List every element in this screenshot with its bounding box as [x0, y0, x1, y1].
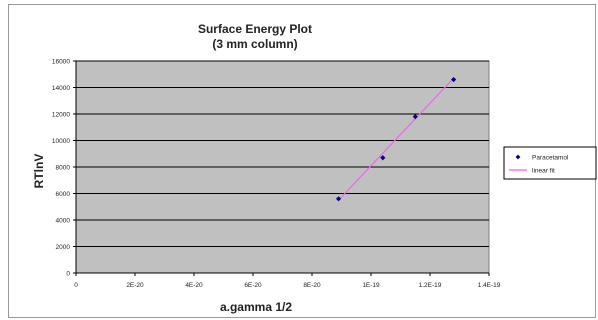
- y-tick-label: 2000: [56, 244, 71, 251]
- chart-title-line-2: (3 mm column): [212, 37, 297, 51]
- x-axis-title: a.gamma 1/2: [220, 300, 292, 314]
- y-tick-label: 8000: [56, 165, 71, 172]
- chart-svg: Surface Energy Plot (3 mm column) 0 2000 4…: [32, 22, 597, 314]
- plot-area: 0 2000 4000 6000 8000 10000 12000 14000 16000 0 2E…: [52, 59, 501, 290]
- x-tick-label: 2E-20: [126, 282, 144, 289]
- legend-box: [503, 146, 597, 180]
- x-tick-label: 6E-20: [244, 282, 262, 289]
- x-tick-label: 4E-20: [185, 282, 203, 289]
- chart-title-line-1: Surface Energy Plot: [198, 22, 312, 36]
- x-tick-label: 0: [74, 282, 78, 289]
- chart-container: Surface Energy Plot (3 mm column) 0 2000 4…: [8, 4, 597, 318]
- y-axis-title: RTlnV: [32, 154, 46, 189]
- x-tick-label: 1E-19: [362, 282, 380, 289]
- y-tick-label: 0: [66, 271, 70, 278]
- y-tick-label: 10000: [52, 138, 70, 145]
- series-line-linear-fit: [338, 77, 455, 201]
- x-tick-label: 1.2E-19: [419, 282, 442, 289]
- x-tick-label: 1.4E-19: [478, 282, 501, 289]
- legend-label: Paracetamol: [532, 155, 569, 162]
- data-point: [335, 196, 342, 202]
- x-tick-label: 8E-20: [303, 282, 321, 289]
- data-point: [412, 114, 418, 120]
- y-tick-label: 14000: [52, 85, 70, 92]
- legend-marker-paracetamol: [515, 154, 521, 160]
- y-tick-label: 12000: [52, 112, 70, 119]
- legend-label: linear fit: [532, 168, 555, 175]
- y-tick-label: 16000: [52, 59, 70, 66]
- legend: Paracetamol linear fit: [503, 146, 597, 180]
- y-tick-label: 4000: [56, 218, 71, 225]
- data-point: [451, 76, 457, 83]
- data-point: [380, 155, 386, 161]
- y-tick-label: 6000: [56, 191, 71, 198]
